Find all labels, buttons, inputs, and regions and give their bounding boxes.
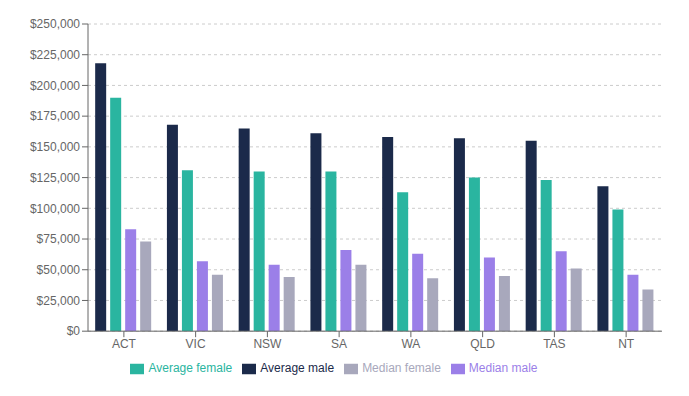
svg-text:VIC: VIC	[186, 337, 206, 351]
svg-text:$125,000: $125,000	[30, 171, 80, 185]
svg-text:$25,000: $25,000	[37, 294, 81, 308]
svg-text:$175,000: $175,000	[30, 109, 80, 123]
svg-text:$0: $0	[67, 324, 81, 338]
svg-text:$75,000: $75,000	[37, 232, 81, 246]
svg-text:ACT: ACT	[112, 337, 137, 351]
html-text:Average male: Average male	[260, 361, 335, 376]
svg-text:$250,000: $250,000	[30, 17, 80, 31]
html-text:Median female: Median female	[362, 361, 441, 376]
svg-text:$100,000: $100,000	[30, 202, 80, 216]
svg-text:NT: NT	[618, 337, 635, 351]
svg-text:QLD: QLD	[470, 337, 495, 351]
svg-text:WA: WA	[401, 337, 420, 351]
svg-text:TAS: TAS	[543, 337, 565, 351]
svg-text:$50,000: $50,000	[37, 263, 81, 277]
svg-text:$150,000: $150,000	[30, 140, 80, 154]
svg-text:$225,000: $225,000	[30, 48, 80, 62]
html-text:Average female: Average female	[148, 361, 233, 376]
svg-text:$200,000: $200,000	[30, 79, 80, 93]
svg-text:NSW: NSW	[253, 337, 282, 351]
html-text:Median male: Median male	[468, 361, 538, 376]
svg-text:SA: SA	[331, 337, 347, 351]
